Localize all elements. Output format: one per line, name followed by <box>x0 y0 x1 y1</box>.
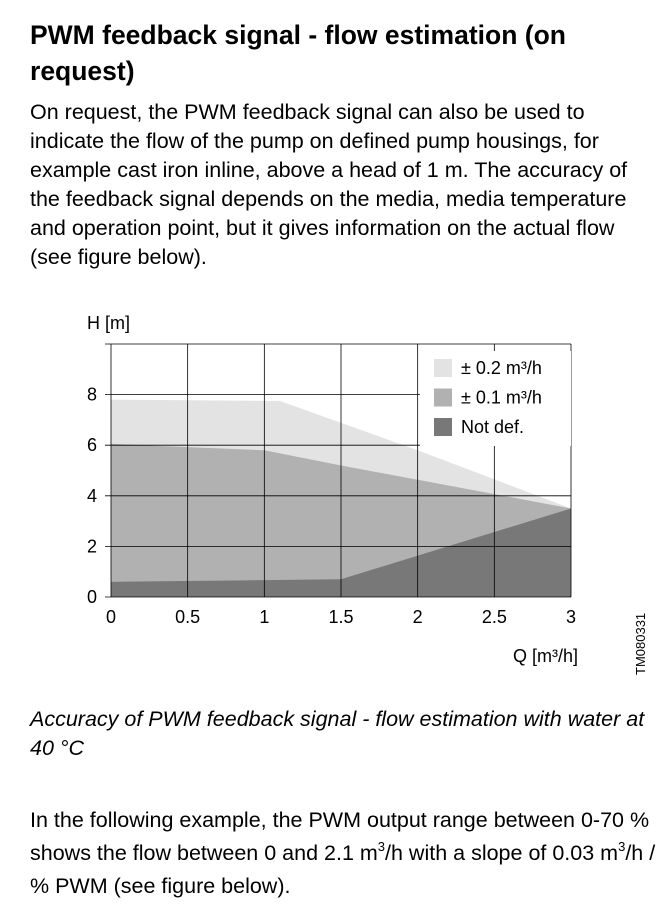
example-text-1: In the following example, the PWM output… <box>30 808 650 865</box>
example-paragraph: In the following example, the PWM output… <box>30 804 660 903</box>
y-tick-label: 4 <box>87 486 97 506</box>
figure-caption: Accuracy of PWM feedback signal - flow e… <box>30 707 645 760</box>
legend-swatch <box>434 359 452 377</box>
tick-labels: 0 0.5 1 1.5 2 2.5 3 0 2 4 6 8 <box>87 385 576 627</box>
x-tick-label: 1.5 <box>328 607 353 627</box>
superscript-3: 3 <box>618 838 626 854</box>
y-tick-label: 8 <box>87 385 97 405</box>
legend: ± 0.2 m³/h ± 0.1 m³/h Not def. <box>420 351 571 446</box>
legend-label: Not def. <box>461 417 524 437</box>
y-tick-label: 2 <box>87 536 97 556</box>
x-tick-label: 2 <box>413 607 423 627</box>
intro-paragraph: On request, the PWM feedback signal can … <box>30 100 628 269</box>
figure-code: TM080331 <box>633 613 648 675</box>
x-tick-label: 1 <box>259 607 269 627</box>
x-tick-label: 3 <box>566 607 576 627</box>
area-not-def <box>111 508 571 597</box>
legend-swatch <box>434 388 452 407</box>
example-text-3: /h / % PWM (see figure below). <box>30 841 656 898</box>
y-axis-label: H [m] <box>87 313 130 333</box>
flow-accuracy-chart: H [m] 0 0.5 1 1.5 2 2.5 3 0 2 4 6 8 ± 0.2 m³/h ± 0.1… <box>87 313 648 675</box>
y-tick-label: 6 <box>87 435 97 455</box>
x-tick-label: 0 <box>106 607 116 627</box>
legend-swatch <box>434 418 452 436</box>
x-tick-label: 0.5 <box>175 607 200 627</box>
x-axis-label: Q [m³/h] <box>513 646 578 666</box>
superscript-3: 3 <box>377 838 386 854</box>
y-tick-label: 0 <box>87 587 97 607</box>
example-text-2: /h with a slope of 0.03 m <box>385 841 619 865</box>
section-heading: PWM feedback signal - flow estimation (o… <box>30 20 566 86</box>
x-tick-label: 2.5 <box>482 607 507 627</box>
legend-label: ± 0.1 m³/h <box>461 388 542 408</box>
legend-label: ± 0.2 m³/h <box>461 358 542 378</box>
